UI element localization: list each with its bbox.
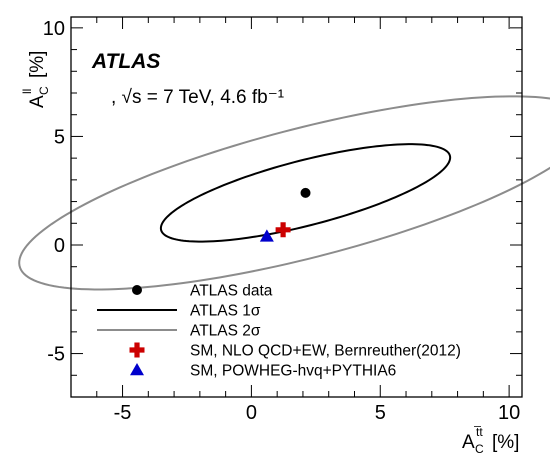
y-tick-label: 5 <box>54 126 65 148</box>
legend-entry-label: ATLAS data <box>190 283 273 300</box>
y-axis-title-unit: [%] <box>27 51 48 78</box>
y-axis-title-sub: C <box>37 86 51 95</box>
legend-entry-label: SM, NLO QCD+EW, Bernreuther(2012) <box>190 343 461 360</box>
experiment-label: ATLAS <box>91 50 160 73</box>
contour-2-sigma <box>18 95 550 291</box>
legend-entry-label: ATLAS 1σ <box>190 303 261 320</box>
sm-powheg-point <box>259 229 274 242</box>
x-tick-label: 5 <box>375 402 386 424</box>
y-axis-title-base: A <box>27 95 48 108</box>
legend-cross-swatch <box>129 342 145 358</box>
x-axis-title-sub: C <box>475 442 484 456</box>
legend: ATLAS data ATLAS 1σ ATLAS 2σ SM, NLO QCD+EW… <box>97 283 461 380</box>
x-axis-title-unit: [%] <box>492 432 519 453</box>
y-tick-label: 0 <box>54 235 65 257</box>
atlas-data-point <box>300 187 311 198</box>
y-tick-label: 10 <box>43 18 65 40</box>
plot-frame <box>70 16 523 398</box>
plot-frame-rect <box>70 16 523 398</box>
y-axis-title-sup: ll <box>20 89 34 94</box>
y-axis-title: A C ll [%] <box>20 51 51 108</box>
legend-triangle-swatch <box>130 363 144 376</box>
energy-luminosity-label: , √s = 7 TeV, 4.6 fb⁻¹ <box>111 87 284 108</box>
x-tick-label: -5 <box>114 402 132 424</box>
y-tick-label: -5 <box>47 344 65 366</box>
x-tick-label: 10 <box>498 402 520 424</box>
x-axis-title-sup: t̅t <box>474 425 484 439</box>
confidence-contours <box>18 95 550 291</box>
x-axis-title-base: A <box>462 432 475 453</box>
legend-entry-label: SM, POWHEG-hvq+PYTHIA6 <box>190 363 396 380</box>
contour-1-sigma <box>159 143 452 243</box>
x-tick-label: 0 <box>246 402 257 424</box>
legend-circle-swatch <box>132 285 142 295</box>
data-points <box>259 187 311 242</box>
legend-entry-label: ATLAS 2σ <box>190 323 261 340</box>
x-axis-title: A C t̅t [%] <box>462 425 519 456</box>
sm-nlo-point <box>275 222 291 238</box>
axis-tick-labels: -5 0 5 10 -5 0 5 10 <box>43 18 520 424</box>
axis-ticks <box>70 17 522 398</box>
